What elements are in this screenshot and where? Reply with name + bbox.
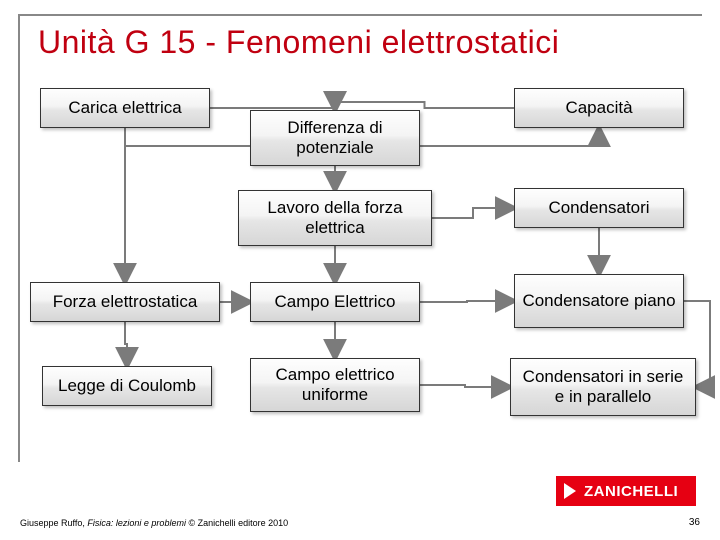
- node-campo: Campo Elettrico: [250, 282, 420, 322]
- logo-text: ZANICHELLI: [584, 483, 678, 500]
- node-coulomb: Legge di Coulomb: [42, 366, 212, 406]
- edge-uniforme-serie: [420, 385, 510, 387]
- node-serie: Condensatori in serie e in parallelo: [510, 358, 696, 416]
- edge-capacita-diff: [335, 102, 514, 110]
- node-condensatori: Condensatori: [514, 188, 684, 228]
- node-capacita: Capacità: [514, 88, 684, 128]
- node-carica: Carica elettrica: [40, 88, 210, 128]
- edge-lavoro-condensatori: [432, 208, 514, 218]
- publisher-logo: ZANICHELLI: [556, 476, 696, 506]
- node-uniforme: Campo elettrico uniforme: [250, 358, 420, 412]
- edge-campo-condpiano: [420, 301, 514, 302]
- node-lavoro: Lavoro della forza elettrica: [238, 190, 432, 246]
- node-forza: Forza elettrostatica: [30, 282, 220, 322]
- node-diff: Differenza di potenziale: [250, 110, 420, 166]
- node-condpiano: Condensatore piano: [514, 274, 684, 328]
- edges-layer: [0, 0, 720, 540]
- edge-forza-coulomb: [125, 322, 127, 366]
- logo-triangle-icon: [564, 483, 576, 499]
